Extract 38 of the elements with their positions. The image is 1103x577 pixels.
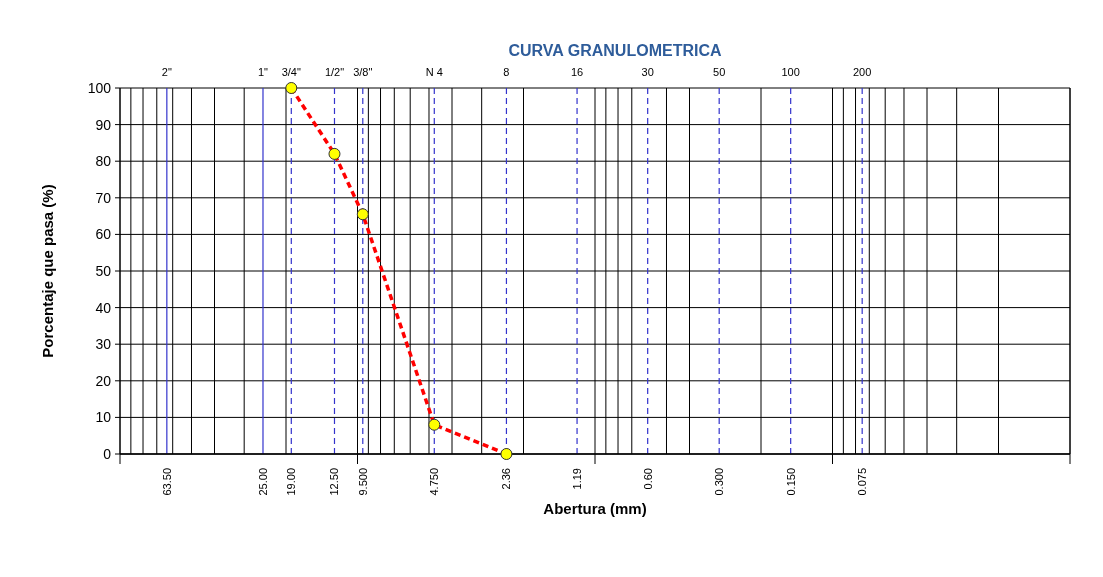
y-tick-label: 10 bbox=[95, 409, 112, 426]
text: 8 bbox=[503, 66, 510, 78]
text: 2" bbox=[161, 66, 172, 78]
y-tick-label: 80 bbox=[95, 153, 112, 170]
y-tick-label: 70 bbox=[95, 189, 112, 206]
y-tick-label: 40 bbox=[95, 299, 112, 316]
ref-line-label: 0.60 bbox=[641, 468, 654, 490]
text: 30 bbox=[641, 66, 654, 78]
y-tick-label: 30 bbox=[95, 336, 112, 353]
y-tick-label: 90 bbox=[95, 116, 112, 133]
ref-line-label: 25.00 bbox=[256, 468, 269, 496]
text: 16 bbox=[570, 66, 584, 78]
text: 3/4" bbox=[281, 66, 301, 78]
y-tick-label: 0 bbox=[103, 446, 112, 462]
y-axis-title: Porcentaje que pasa (%) bbox=[39, 184, 56, 358]
y-tick-label: 100 bbox=[87, 80, 112, 96]
text: 100 bbox=[781, 66, 800, 78]
y-tick-label: 20 bbox=[95, 372, 112, 389]
ref-line-label: 12.50 bbox=[328, 468, 341, 496]
ref-line-label: 4.750 bbox=[428, 468, 441, 496]
text: 200 bbox=[852, 66, 872, 78]
x-axis-title: Abertura (mm) bbox=[543, 500, 647, 517]
text: 50 bbox=[713, 66, 726, 78]
text: 1/2" bbox=[324, 66, 345, 78]
text: 1" bbox=[257, 66, 269, 78]
ref-line-label: 19.00 bbox=[285, 468, 298, 496]
ref-line-label: 0.075 bbox=[856, 468, 869, 496]
ref-line-label: 2.36 bbox=[500, 468, 513, 490]
ref-line-label: 9.500 bbox=[356, 468, 369, 496]
text: N 4 bbox=[425, 66, 443, 78]
y-tick-label: 50 bbox=[95, 263, 112, 279]
text: 3/8" bbox=[353, 66, 373, 78]
ref-line-label: 63.50 bbox=[160, 468, 173, 496]
y-tick-label: 60 bbox=[95, 226, 112, 243]
ref-line-label: 0.150 bbox=[784, 468, 797, 496]
ref-line-label: 1.19 bbox=[571, 468, 584, 490]
chart-title: CURVA GRANULOMETRICA bbox=[508, 42, 722, 59]
ref-line-label: 0.300 bbox=[713, 468, 726, 496]
